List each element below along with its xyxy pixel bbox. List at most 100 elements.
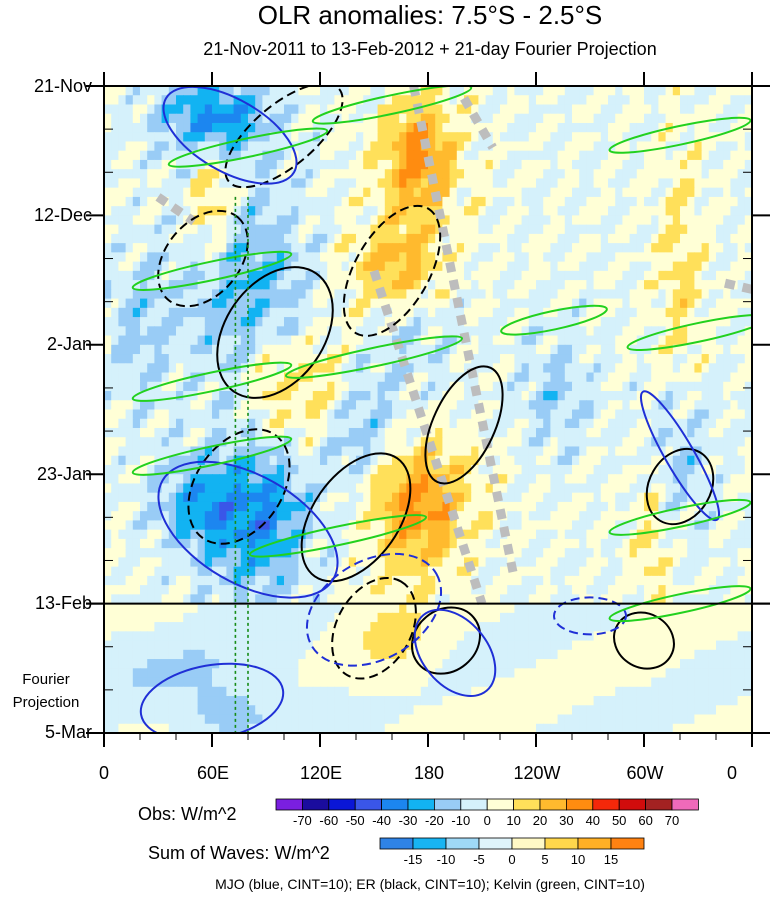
heatmap-cell	[384, 233, 393, 244]
heatmap-cell	[521, 104, 530, 115]
heatmap-cell	[464, 363, 472, 374]
heatmap-cell	[140, 95, 148, 106]
heatmap-cell	[356, 501, 364, 512]
heatmap-cell	[622, 178, 631, 189]
heatmap-cell	[564, 169, 573, 180]
heatmap-cell	[276, 270, 285, 281]
heatmap-cell	[449, 372, 458, 383]
heatmap-cell	[269, 566, 278, 577]
heatmap-cell	[219, 215, 227, 226]
heatmap-cell	[500, 307, 508, 318]
heatmap-cell	[514, 400, 523, 411]
heatmap-cell	[392, 566, 400, 577]
heatmap-cell	[104, 95, 112, 106]
heatmap-cell	[262, 307, 271, 318]
heatmap-cell	[550, 95, 559, 106]
heatmap-cell	[586, 501, 595, 512]
heatmap-cell	[125, 492, 134, 503]
heatmap-cell	[716, 391, 724, 401]
heatmap-cell	[118, 270, 127, 281]
heatmap-cell	[716, 372, 724, 383]
heatmap-cell	[312, 86, 321, 96]
heatmap-cell	[154, 437, 163, 448]
heatmap-cell	[723, 557, 731, 568]
heatmap-cell	[240, 159, 249, 170]
heatmap-cell	[744, 381, 752, 392]
heatmap-cell	[305, 298, 314, 309]
heatmap-cell	[449, 196, 458, 207]
heatmap-cell	[104, 141, 112, 152]
heatmap-cell	[392, 86, 400, 96]
heatmap-cell	[564, 104, 573, 115]
heatmap-cell	[384, 391, 393, 401]
heatmap-cell	[255, 557, 263, 568]
heatmap-cell	[406, 307, 415, 318]
heatmap-cell	[413, 529, 422, 540]
heatmap-cell	[651, 492, 659, 503]
heatmap-cell	[622, 243, 631, 253]
heatmap-cell	[608, 215, 616, 226]
heatmap-cell	[536, 307, 544, 318]
heatmap-cell	[636, 206, 645, 216]
heatmap-cell	[600, 95, 609, 106]
heatmap-cell	[140, 474, 148, 485]
heatmap-cell	[348, 557, 357, 568]
heatmap-cell	[356, 464, 364, 475]
heatmap-cell	[622, 511, 631, 522]
heatmap-cell	[636, 529, 645, 540]
heatmap-cell	[492, 261, 501, 272]
heatmap-cell	[132, 178, 141, 189]
heatmap-cell	[550, 391, 559, 401]
heatmap-cell	[262, 594, 271, 605]
heatmap-cell	[744, 483, 752, 494]
heatmap-cell	[161, 141, 170, 152]
heatmap-cell	[680, 492, 688, 503]
heatmap-cell	[276, 233, 285, 244]
heatmap-cell	[327, 464, 335, 475]
heatmap-cell	[384, 520, 393, 531]
heatmap-cell	[456, 575, 465, 586]
heatmap-cell	[269, 594, 278, 605]
heatmap-cell	[658, 566, 667, 577]
heatmap-cell	[140, 289, 148, 300]
heatmap-cell	[557, 317, 566, 327]
heatmap-cell	[233, 400, 242, 411]
heatmap-cell	[723, 529, 731, 540]
heatmap-cell	[456, 557, 465, 568]
heatmap-cell	[312, 409, 321, 420]
heatmap-cell	[104, 400, 112, 411]
heatmap-cell	[197, 298, 206, 309]
heatmap-cell	[456, 224, 465, 235]
heatmap-cell	[406, 381, 415, 392]
heatmap-cell	[320, 391, 328, 401]
heatmap-cell	[687, 95, 695, 106]
heatmap-cell	[233, 446, 242, 457]
heatmap-cell	[399, 344, 407, 355]
heatmap-cell	[435, 252, 443, 263]
heatmap-cell	[291, 132, 299, 143]
heatmap-cell	[492, 335, 501, 346]
heatmap-cell	[219, 372, 227, 383]
heatmap-cell	[701, 298, 710, 309]
heatmap-cell	[204, 492, 213, 503]
heatmap-cell	[212, 400, 220, 411]
heatmap-cell	[500, 122, 508, 133]
heatmap-cell	[730, 298, 739, 309]
heatmap-cell	[550, 446, 559, 457]
heatmap-cell	[291, 381, 299, 392]
heatmap-cell	[557, 86, 566, 96]
heatmap-cell	[233, 492, 242, 503]
heatmap-cell	[636, 86, 645, 96]
heatmap-cell	[485, 169, 494, 180]
heatmap-cell	[298, 122, 307, 133]
heatmap-cell	[298, 474, 307, 485]
heatmap-cell	[161, 483, 170, 494]
heatmap-cell	[140, 492, 148, 503]
heatmap-cell	[543, 187, 551, 198]
heatmap-cell	[125, 132, 134, 143]
heatmap-cell	[377, 474, 386, 485]
heatmap-cell	[190, 455, 199, 466]
heatmap-cell	[111, 548, 119, 558]
heatmap-cell	[161, 289, 170, 300]
heatmap-cell	[226, 113, 235, 124]
